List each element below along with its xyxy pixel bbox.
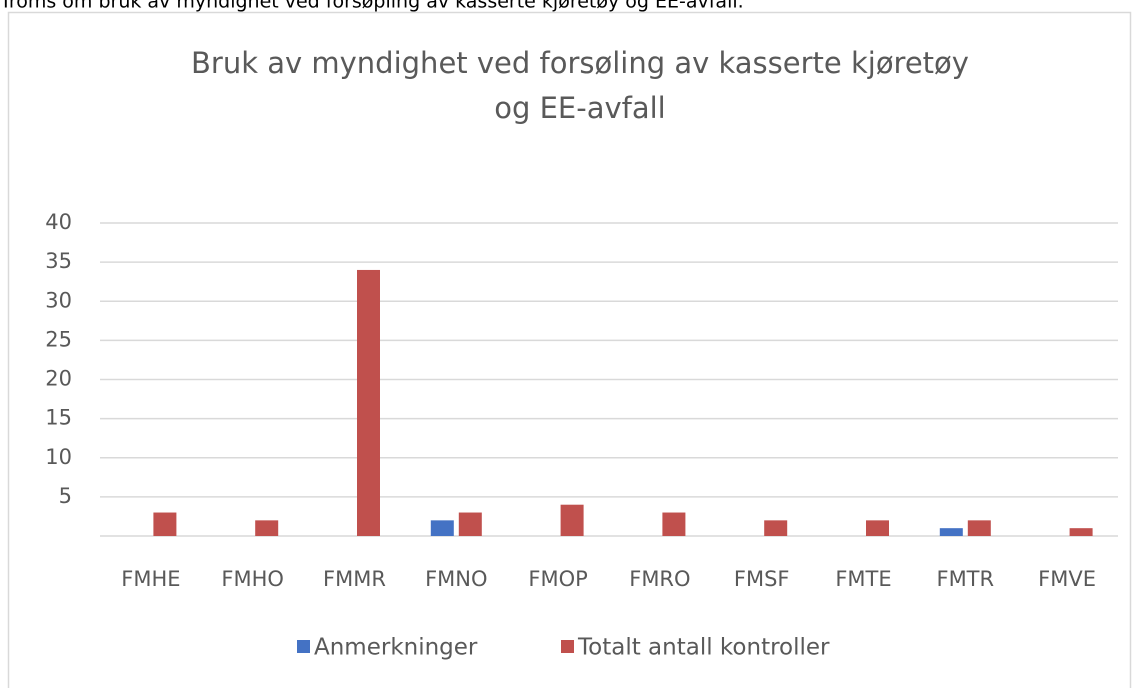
x-tick-label: FMTE xyxy=(835,567,891,591)
bar xyxy=(764,520,788,536)
bar xyxy=(866,520,889,536)
x-tick-label: FMNO xyxy=(425,567,487,591)
bar xyxy=(357,269,380,536)
y-tick-label: 15 xyxy=(45,406,72,430)
x-tick-label: FMOP xyxy=(528,567,587,591)
y-tick-label: 40 xyxy=(45,210,72,234)
bar xyxy=(560,504,584,536)
legend-swatch xyxy=(561,640,574,653)
x-tick-label: FMHE xyxy=(121,567,180,591)
bar xyxy=(255,520,279,536)
y-tick-label: 30 xyxy=(45,288,72,312)
bar xyxy=(1069,528,1093,536)
chart-title: og EE-avfall xyxy=(494,91,666,125)
y-tick-label: 10 xyxy=(45,445,72,469)
bar xyxy=(430,520,454,536)
x-tick-label: FMHO xyxy=(221,567,284,591)
x-tick-label: FMMR xyxy=(323,567,386,591)
legend-label: Anmerkninger xyxy=(314,635,478,661)
bar xyxy=(458,512,482,536)
bar xyxy=(939,528,963,536)
caption: Troms om bruk av myndighet ved forsøplin… xyxy=(0,0,744,13)
legend-label: Totalt antall kontroller xyxy=(577,635,830,661)
y-tick-label: 5 xyxy=(59,484,72,508)
legend-swatch xyxy=(297,640,310,653)
chart-title: Bruk av myndighet ved forsøling av kasse… xyxy=(191,46,969,80)
x-tick-label: FMSF xyxy=(734,567,790,591)
x-tick-label: FMRO xyxy=(629,567,690,591)
bar xyxy=(662,512,686,536)
y-tick-label: 20 xyxy=(45,367,72,391)
y-tick-label: 35 xyxy=(45,249,72,273)
bar xyxy=(967,520,991,536)
y-tick-label: 25 xyxy=(45,327,72,351)
x-tick-label: FMTR xyxy=(936,567,994,591)
chart-frame xyxy=(7,11,1132,688)
x-tick-label: FMVE xyxy=(1038,567,1096,591)
bar xyxy=(153,512,177,536)
